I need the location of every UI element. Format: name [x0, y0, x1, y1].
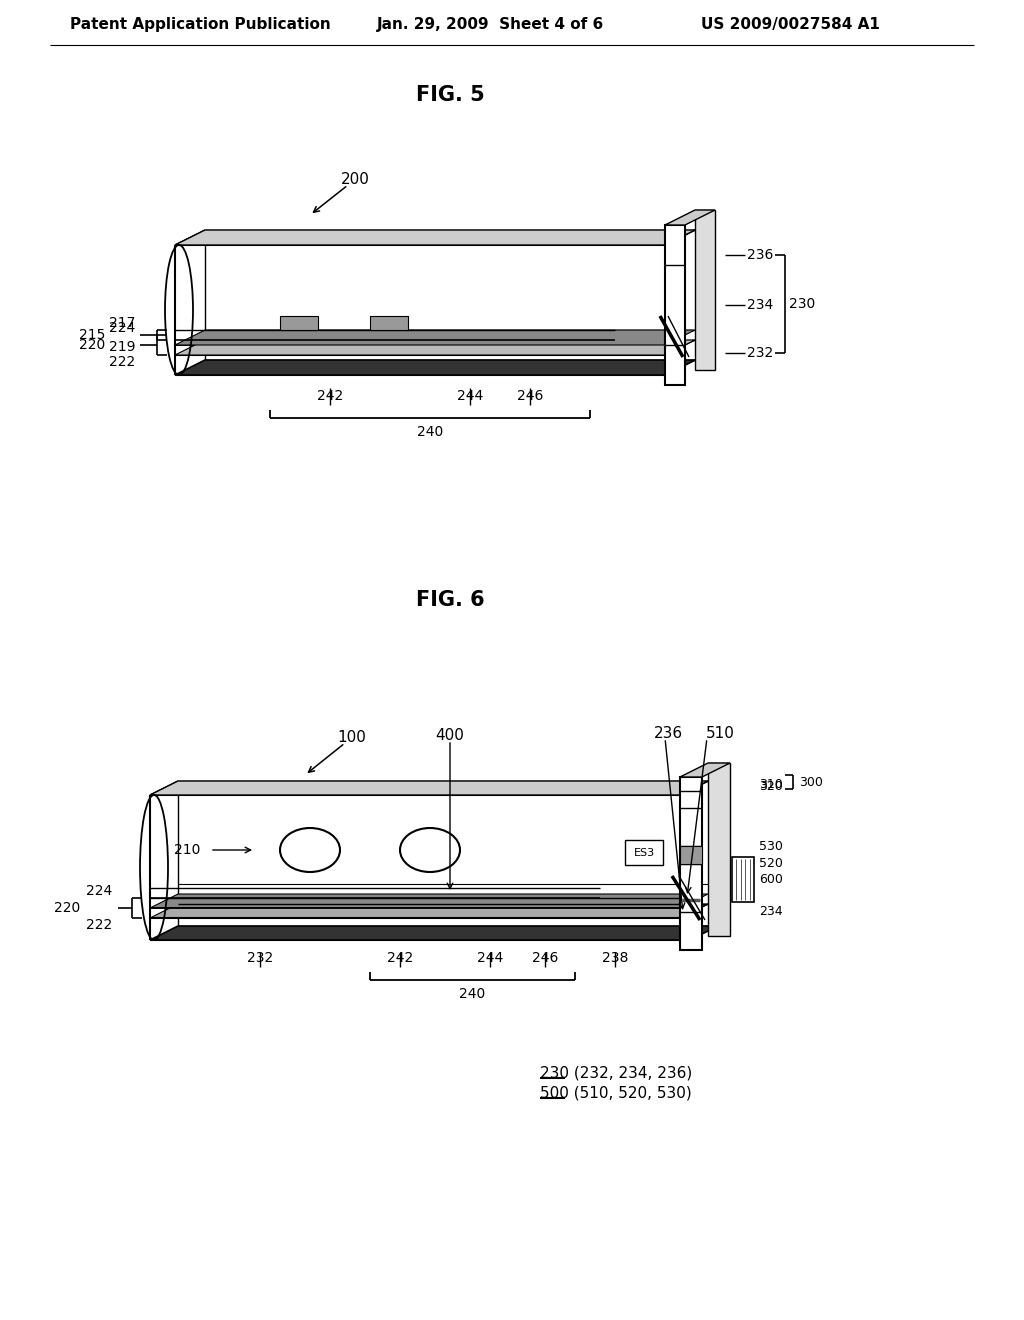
Text: 530: 530	[759, 840, 783, 853]
Text: 244: 244	[477, 950, 503, 965]
Polygon shape	[175, 360, 695, 375]
Text: 238: 238	[602, 950, 628, 965]
Polygon shape	[665, 210, 715, 224]
Text: 222: 222	[86, 917, 112, 932]
Text: 236: 236	[746, 248, 773, 261]
Polygon shape	[680, 846, 702, 863]
Text: ES3: ES3	[634, 847, 654, 858]
Text: Patent Application Publication: Patent Application Publication	[70, 17, 331, 33]
Text: 300: 300	[799, 776, 823, 788]
Text: 244: 244	[457, 389, 483, 403]
Text: 242: 242	[387, 950, 413, 965]
Text: 400: 400	[435, 727, 465, 742]
Polygon shape	[150, 894, 708, 908]
Text: 242: 242	[316, 389, 343, 403]
Polygon shape	[150, 927, 718, 940]
Text: 234: 234	[746, 298, 773, 312]
Text: 219: 219	[109, 341, 135, 354]
Text: 246: 246	[531, 950, 558, 965]
Text: 215: 215	[79, 327, 105, 342]
Text: 234: 234	[759, 906, 782, 919]
Text: 224: 224	[86, 884, 112, 898]
Polygon shape	[625, 840, 663, 865]
Text: 236: 236	[653, 726, 683, 741]
Polygon shape	[175, 341, 695, 355]
Polygon shape	[280, 315, 318, 330]
Text: 500 (510, 520, 530): 500 (510, 520, 530)	[540, 1085, 692, 1101]
Polygon shape	[150, 904, 708, 917]
Polygon shape	[680, 763, 730, 777]
Text: 220: 220	[79, 338, 105, 352]
Polygon shape	[732, 857, 754, 902]
Text: FIG. 5: FIG. 5	[416, 84, 484, 106]
Polygon shape	[665, 224, 685, 385]
Text: FIG. 6: FIG. 6	[416, 590, 484, 610]
Text: 232: 232	[247, 950, 273, 965]
Polygon shape	[175, 330, 695, 345]
Text: 520: 520	[759, 857, 783, 870]
Text: 246: 246	[517, 389, 543, 403]
Polygon shape	[175, 230, 695, 246]
Polygon shape	[695, 210, 715, 370]
Text: 217: 217	[109, 315, 135, 330]
Text: 320: 320	[759, 780, 782, 793]
Polygon shape	[370, 315, 408, 330]
Text: 232: 232	[746, 346, 773, 360]
Text: 200: 200	[341, 173, 370, 187]
Text: 100: 100	[338, 730, 367, 746]
Text: US 2009/0027584 A1: US 2009/0027584 A1	[700, 17, 880, 33]
Text: 310: 310	[759, 777, 782, 791]
Polygon shape	[708, 763, 730, 936]
Text: 510: 510	[706, 726, 734, 741]
Polygon shape	[150, 781, 708, 795]
Text: 222: 222	[109, 355, 135, 370]
Text: 220: 220	[53, 902, 80, 915]
Text: 230: 230	[790, 297, 815, 312]
Text: 224: 224	[109, 321, 135, 335]
Text: 240: 240	[460, 987, 485, 1001]
Text: 230 (232, 234, 236): 230 (232, 234, 236)	[540, 1065, 692, 1081]
Polygon shape	[680, 777, 702, 950]
Text: Jan. 29, 2009  Sheet 4 of 6: Jan. 29, 2009 Sheet 4 of 6	[377, 17, 603, 33]
Text: 600: 600	[759, 873, 783, 886]
Text: 240: 240	[417, 425, 443, 440]
Text: 210: 210	[174, 843, 200, 857]
